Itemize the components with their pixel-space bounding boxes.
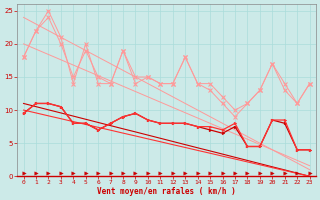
X-axis label: Vent moyen/en rafales ( km/h ): Vent moyen/en rafales ( km/h ) xyxy=(97,187,236,196)
